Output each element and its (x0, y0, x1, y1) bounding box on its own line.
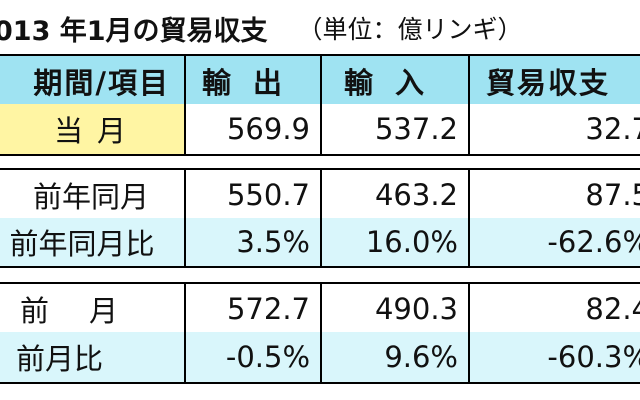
header-row: 期間/項目 輸出 輸入 貿易収支 (0, 54, 640, 108)
row-label-year-over-year-ratio: 前年同月比 (0, 218, 186, 266)
row-label-same-month-last-year: 前年同月 (0, 170, 186, 220)
yoy-balance-ratio: -62.6% (547, 225, 640, 259)
header-imports: 輸入 (322, 56, 470, 106)
row-same-month-last-year: 前年同月 550.7 463.2 87.5 (0, 168, 640, 222)
current-imports: 537.2 (322, 104, 470, 154)
prev-month-exports: 572.7 (186, 284, 322, 334)
mom-imports-ratio: 9.6% (322, 332, 470, 382)
current-exports: 569.9 (186, 104, 322, 154)
row-month-over-month-ratio: 前月比 -0.5% 9.6% -60.3% (0, 332, 640, 384)
header-exports: 輸出 (186, 56, 322, 106)
yoy-exports-ratio: 3.5% (186, 218, 322, 266)
title-unit: （単位：億リンギ） (297, 15, 523, 44)
row-label-previous-month: 前月 (0, 284, 186, 334)
row-label-current-month: 当月 (0, 104, 186, 154)
row-previous-month: 前月 572.7 490.3 82.4 (0, 282, 640, 336)
mom-balance-ratio: -60.3% (547, 340, 640, 374)
title-text: 013 年1月の貿易収支 (0, 15, 268, 47)
prev-year-exports: 550.7 (186, 170, 322, 220)
mom-exports-ratio: -0.5% (186, 332, 322, 382)
row-year-over-year-ratio: 前年同月比 3.5% 16.0% -62.6% (0, 218, 640, 268)
header-period-item: 期間/項目 (0, 56, 186, 106)
yoy-imports-ratio: 16.0% (322, 218, 470, 266)
prev-year-imports: 463.2 (322, 170, 470, 220)
row-current-month: 当月 569.9 537.2 32.7 (0, 104, 640, 156)
prev-month-imports: 490.3 (322, 284, 470, 334)
current-balance: 32.7 (585, 112, 640, 146)
table-title: 013 年1月の貿易収支 （単位：億リンギ） (0, 8, 640, 48)
header-trade-balance: 貿易収支 (486, 66, 611, 100)
prev-year-balance: 87.5 (585, 178, 640, 212)
row-label-month-over-month-ratio: 前月比 (0, 332, 186, 382)
prev-month-balance: 82.4 (585, 292, 640, 326)
